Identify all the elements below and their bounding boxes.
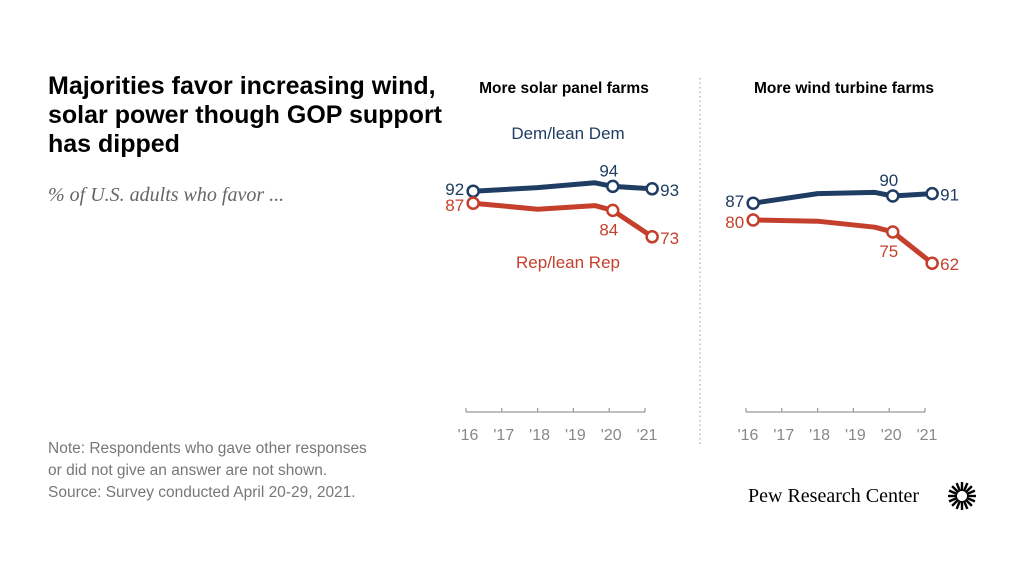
logo-sunburst-icon [964, 498, 973, 507]
series-label: Dem/lean Dem [511, 124, 624, 143]
data-point [466, 196, 480, 210]
logo-text: Pew Research Center [748, 485, 920, 507]
note-line: Note: Respondents who gave other respons… [48, 440, 367, 457]
x-tick-label: '16 [458, 427, 479, 444]
data-label: 90 [879, 171, 898, 190]
data-point [886, 189, 900, 203]
x-tick-label: '19 [845, 427, 866, 444]
logo-sunburst-icon [948, 496, 958, 503]
data-point [925, 256, 939, 270]
data-label: 93 [660, 181, 679, 200]
x-tick-label: '20 [601, 427, 622, 444]
data-label: 94 [599, 161, 618, 180]
data-label: 87 [725, 192, 744, 211]
data-point [925, 186, 939, 201]
data-label: 62 [940, 255, 959, 274]
x-tick-label: '21 [637, 427, 658, 444]
logo-sunburst-icon [966, 489, 976, 496]
logo-sunburst-icon [955, 482, 962, 492]
data-label: 84 [599, 220, 618, 239]
x-tick-label: '17 [493, 427, 514, 444]
x-tick-label: '18 [529, 427, 550, 444]
logo-sunburst-icon [962, 482, 969, 492]
data-point [645, 230, 659, 244]
source-line: Source: Survey conducted April 20-29, 20… [48, 484, 356, 501]
data-label: 75 [879, 242, 898, 261]
data-point [886, 225, 900, 239]
series-label: Rep/lean Rep [516, 253, 620, 272]
pew-logo: Pew Research Center [748, 484, 919, 508]
x-tick-label: '17 [773, 427, 794, 444]
chart-title: Majorities favor increasing wind, solar … [48, 72, 442, 158]
logo-sunburst-icon [962, 500, 969, 510]
data-point [746, 213, 760, 227]
data-point [606, 203, 620, 218]
note-line: or did not give an answer are not shown. [48, 462, 328, 479]
data-point [466, 184, 480, 198]
data-label: 80 [725, 213, 744, 232]
rep-line [753, 217, 934, 266]
logo-sunburst-icon [948, 489, 958, 496]
x-tick-label: '20 [881, 427, 902, 444]
chart-subtitle: % of U.S. adults who favor ... [48, 184, 285, 206]
data-label: 91 [940, 186, 959, 205]
x-tick-label: '16 [738, 427, 759, 444]
data-label: 73 [660, 229, 679, 248]
logo-sunburst-icon [964, 485, 973, 494]
note: Note: Respondents who gave other respons… [48, 438, 367, 504]
panel-title: More wind turbine farms [754, 80, 934, 97]
x-tick-label: '21 [917, 427, 938, 444]
dem-line [752, 189, 933, 206]
chart-header: Majorities favor increasing wind, solar … [48, 72, 443, 207]
logo-sunburst-icon [966, 496, 976, 503]
rep-line [472, 200, 654, 239]
data-point [746, 196, 760, 210]
data-point [645, 182, 659, 196]
x-tick-label: '18 [809, 427, 830, 444]
dem-line [473, 180, 653, 194]
panel-title: More solar panel farms [479, 80, 649, 97]
logo-sunburst-icon [951, 485, 960, 494]
data-label: 87 [445, 196, 464, 215]
x-tick-label: '19 [565, 427, 586, 444]
logo-sunburst-icon [955, 500, 962, 510]
data-label: 92 [445, 180, 464, 199]
data-point [606, 179, 620, 194]
logo-sunburst-icon [951, 498, 960, 507]
